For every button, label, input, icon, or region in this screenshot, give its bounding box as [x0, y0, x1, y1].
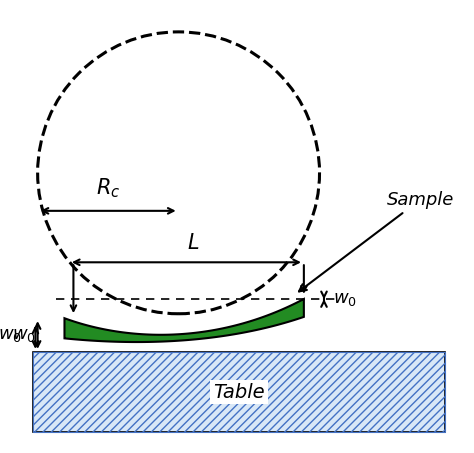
Text: $w_0$: $w_0$ — [333, 290, 357, 308]
FancyBboxPatch shape — [33, 352, 445, 432]
Polygon shape — [64, 299, 304, 342]
Text: Table: Table — [213, 382, 265, 401]
Text: Sample: Sample — [299, 191, 454, 291]
Text: $w_0$: $w_0$ — [12, 326, 36, 344]
Text: $R_c$: $R_c$ — [96, 176, 120, 200]
Text: $L$: $L$ — [187, 233, 199, 253]
Text: $w_0$: $w_0$ — [0, 326, 22, 344]
